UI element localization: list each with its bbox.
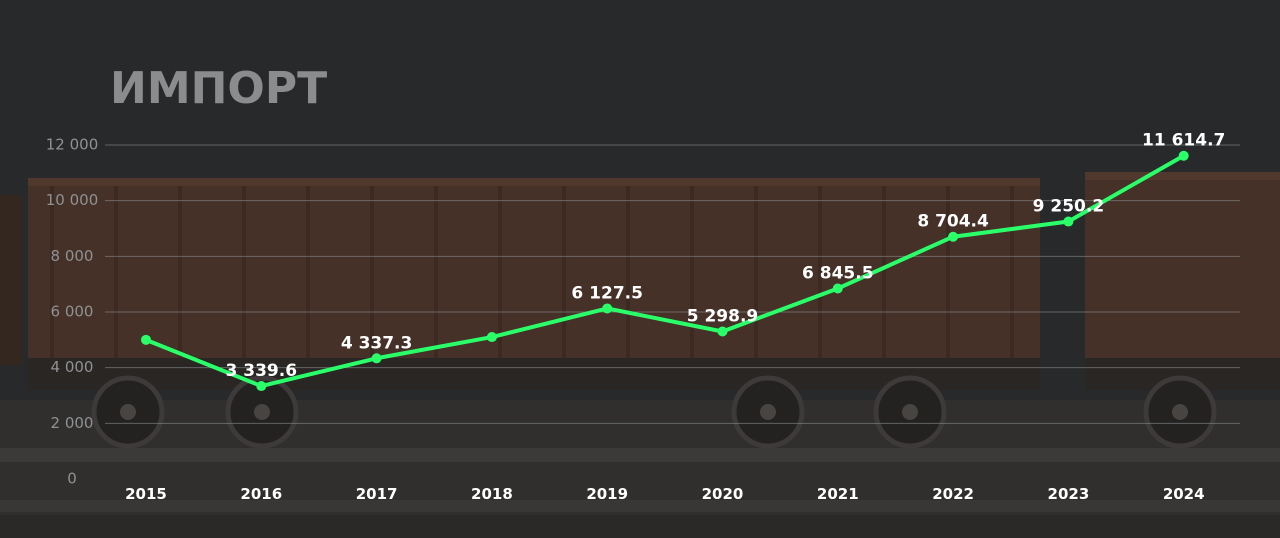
- x-tick-label: 2017: [356, 485, 398, 503]
- wagon-right-rim: [1085, 172, 1280, 180]
- wagon-rib: [434, 186, 438, 358]
- wagon-right-body: [1085, 172, 1280, 358]
- wheel-hub: [1172, 404, 1188, 420]
- y-tick-label: 0: [67, 470, 77, 488]
- x-tick-label: 2016: [240, 485, 282, 503]
- data-label: 3 339.6: [226, 361, 298, 381]
- wagon-ribs: [50, 186, 1014, 358]
- wheel-hub: [254, 404, 270, 420]
- y-tick-label: 12 000: [46, 136, 99, 154]
- wagon-rib: [946, 186, 950, 358]
- wagon-main-rim: [28, 178, 1040, 186]
- x-tick-label: 2020: [702, 485, 744, 503]
- x-tick-label: 2015: [125, 485, 167, 503]
- wheel-hub: [760, 404, 776, 420]
- data-label: 9 250.2: [1033, 197, 1105, 217]
- grid-lines: [105, 144, 1240, 424]
- rail-top: [0, 448, 1280, 462]
- wagon-rib: [178, 186, 182, 358]
- series-line: [144, 153, 1186, 389]
- data-point: [141, 334, 151, 345]
- x-tick-label: 2021: [817, 485, 859, 503]
- data-point: [832, 283, 843, 294]
- data-point: [486, 332, 497, 343]
- x-axis-ticks: 2015 2016 2017 2018 2019 2020 2021 2022 2023 2024: [125, 485, 1204, 503]
- wagon-main-underframe: [28, 358, 1040, 390]
- wheel-hub: [120, 404, 136, 420]
- y-tick-label: 2 000: [51, 414, 94, 432]
- y-tick-label: 8 000: [51, 247, 94, 265]
- wagon-left-edge: [0, 195, 22, 365]
- y-axis-ticks: 0 2 000 4 000 6 000 8 000 10 000 12 000: [46, 136, 99, 488]
- x-tick-label: 2019: [586, 485, 628, 503]
- data-label: 5 298.9: [687, 307, 759, 327]
- data-label: 11 614.7: [1142, 131, 1225, 151]
- x-tick-label: 2018: [471, 485, 513, 503]
- wagon-rib: [1010, 186, 1014, 358]
- chart-title: ИМПОРТ: [110, 63, 327, 114]
- wagon-rib: [370, 186, 374, 358]
- sleepers: [0, 515, 1280, 538]
- wagon-rib: [114, 186, 118, 358]
- y-tick-label: 10 000: [46, 191, 99, 209]
- data-label: 6 127.5: [571, 283, 643, 303]
- data-point: [1178, 150, 1189, 161]
- data-points: [141, 150, 1189, 392]
- wheel-hub: [902, 404, 918, 420]
- x-tick-label: 2024: [1163, 485, 1205, 503]
- y-tick-label: 4 000: [51, 358, 94, 376]
- rail-bottom: [0, 500, 1280, 512]
- data-point: [948, 231, 959, 242]
- y-tick-label: 6 000: [51, 303, 94, 321]
- wagon-rib: [306, 186, 310, 358]
- wagon-rib: [818, 186, 822, 358]
- wagon-rib: [498, 186, 502, 358]
- wagon-rib: [626, 186, 630, 358]
- data-point: [256, 381, 267, 392]
- data-point: [1063, 216, 1074, 227]
- data-point: [371, 353, 382, 364]
- data-point: [717, 326, 728, 337]
- data-label: 4 337.3: [341, 333, 413, 353]
- wagon-rib: [754, 186, 758, 358]
- wagon-rib: [242, 186, 246, 358]
- wagon-rib: [882, 186, 886, 358]
- data-label: 6 845.5: [802, 263, 874, 283]
- data-point: [602, 303, 613, 314]
- data-labels: 3 339.6 4 337.3 6 127.5 5 298.9 6 845.5 8 704…: [226, 131, 1226, 381]
- data-label: 8 704.4: [917, 212, 989, 232]
- wagon-rib: [562, 186, 566, 358]
- x-tick-label: 2022: [932, 485, 974, 503]
- wagon-rib: [690, 186, 694, 358]
- wagon-rib: [50, 186, 54, 358]
- x-tick-label: 2023: [1048, 485, 1090, 503]
- wagon-wheels: [91, 375, 1217, 449]
